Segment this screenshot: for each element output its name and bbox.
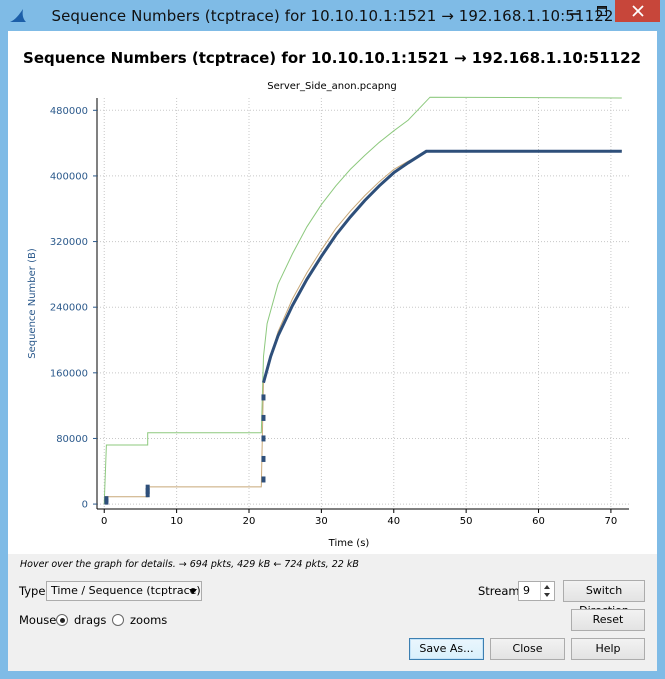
segment-marker: [261, 455, 266, 462]
close-icon: [631, 5, 644, 17]
graph-type-value: Time / Sequence (tcptrace): [51, 584, 201, 597]
zooms-label[interactable]: zooms: [130, 613, 168, 627]
x-tick-label: 60: [532, 516, 545, 527]
segment-marker: [261, 476, 266, 483]
dialog-body: Sequence Numbers (tcptrace) for 10.10.10…: [8, 31, 657, 671]
plot-area[interactable]: Sequence Numbers (tcptrace) for 10.10.10…: [8, 31, 657, 554]
window-title: Sequence Numbers (tcptrace) for 10.10.10…: [51, 7, 614, 25]
segment-marker: [261, 394, 266, 401]
stream-value: 9: [523, 584, 530, 597]
y-tick-label: 0: [82, 500, 88, 511]
drags-radio[interactable]: [56, 614, 68, 626]
type-label: Type: [19, 584, 46, 598]
graph-subtitle: Server_Side_anon.pcapng: [267, 81, 397, 92]
minimize-icon: [570, 13, 580, 15]
wireshark-fin-icon: [10, 9, 26, 22]
segment-marker: [145, 487, 150, 494]
stream-spinbox[interactable]: 9: [518, 581, 555, 601]
x-axis-label: Time (s): [328, 538, 370, 549]
y-tick-label: 80000: [56, 434, 88, 445]
title-bar[interactable]: Sequence Numbers (tcptrace) for 10.10.10…: [0, 0, 665, 32]
y-tick-label: 400000: [50, 171, 88, 182]
x-tick-label: 20: [243, 516, 256, 527]
arrow-down-icon[interactable]: [544, 593, 550, 597]
maximize-icon: [597, 6, 607, 16]
x-tick-label: 10: [170, 516, 183, 527]
drags-label[interactable]: drags: [74, 613, 107, 627]
mouse-label: Mouse: [19, 613, 57, 627]
y-tick-label: 160000: [50, 368, 88, 379]
reset-button[interactable]: Reset: [571, 609, 645, 631]
minimize-button[interactable]: [561, 0, 589, 22]
close-button[interactable]: Close: [490, 638, 565, 660]
graph-title: Sequence Numbers (tcptrace) for 10.10.10…: [23, 49, 641, 67]
series-layer: [103, 96, 622, 505]
graph-type-combobox[interactable]: Time / Sequence (tcptrace): [46, 581, 202, 601]
maximize-button[interactable]: [588, 0, 616, 22]
segment-marker: [145, 491, 150, 498]
segment-marker: [145, 484, 150, 491]
chevron-down-icon: [189, 589, 197, 594]
axes: 0 10 20 30 40 50 60 70 0 80000 160000 240000 320000 4…: [50, 98, 629, 527]
y-tick-label: 480000: [50, 106, 88, 117]
x-tick-label: 30: [315, 516, 328, 527]
radio-selected-dot: [59, 617, 65, 623]
close-window-button[interactable]: [615, 0, 660, 22]
stream-label: Stream: [478, 584, 520, 598]
save-as-button[interactable]: Save As...: [409, 638, 484, 660]
x-tick-label: 0: [101, 516, 107, 527]
segment-marker: [261, 414, 266, 421]
y-tick-label: 240000: [50, 303, 88, 314]
stream-stepper[interactable]: [540, 582, 554, 600]
grid-lines: [97, 98, 629, 509]
switch-direction-button[interactable]: Switch Direction: [563, 580, 645, 617]
segment-marker: [104, 496, 109, 503]
series-line-3: [262, 149, 622, 384]
y-axis-label: Sequence Number (B): [27, 248, 38, 359]
series-line-1: [103, 96, 622, 505]
help-button[interactable]: Help: [571, 638, 645, 660]
x-tick-label: 70: [605, 516, 618, 527]
zooms-radio[interactable]: [112, 614, 124, 626]
segment-marker: [261, 435, 266, 442]
hover-hint: Hover over the graph for details. → 694 …: [20, 559, 359, 570]
arrow-up-icon[interactable]: [544, 585, 550, 589]
x-tick-label: 50: [460, 516, 473, 527]
y-tick-label: 320000: [50, 237, 88, 248]
sequence-graph[interactable]: Sequence Numbers (tcptrace) for 10.10.10…: [8, 31, 657, 554]
x-tick-label: 40: [387, 516, 400, 527]
